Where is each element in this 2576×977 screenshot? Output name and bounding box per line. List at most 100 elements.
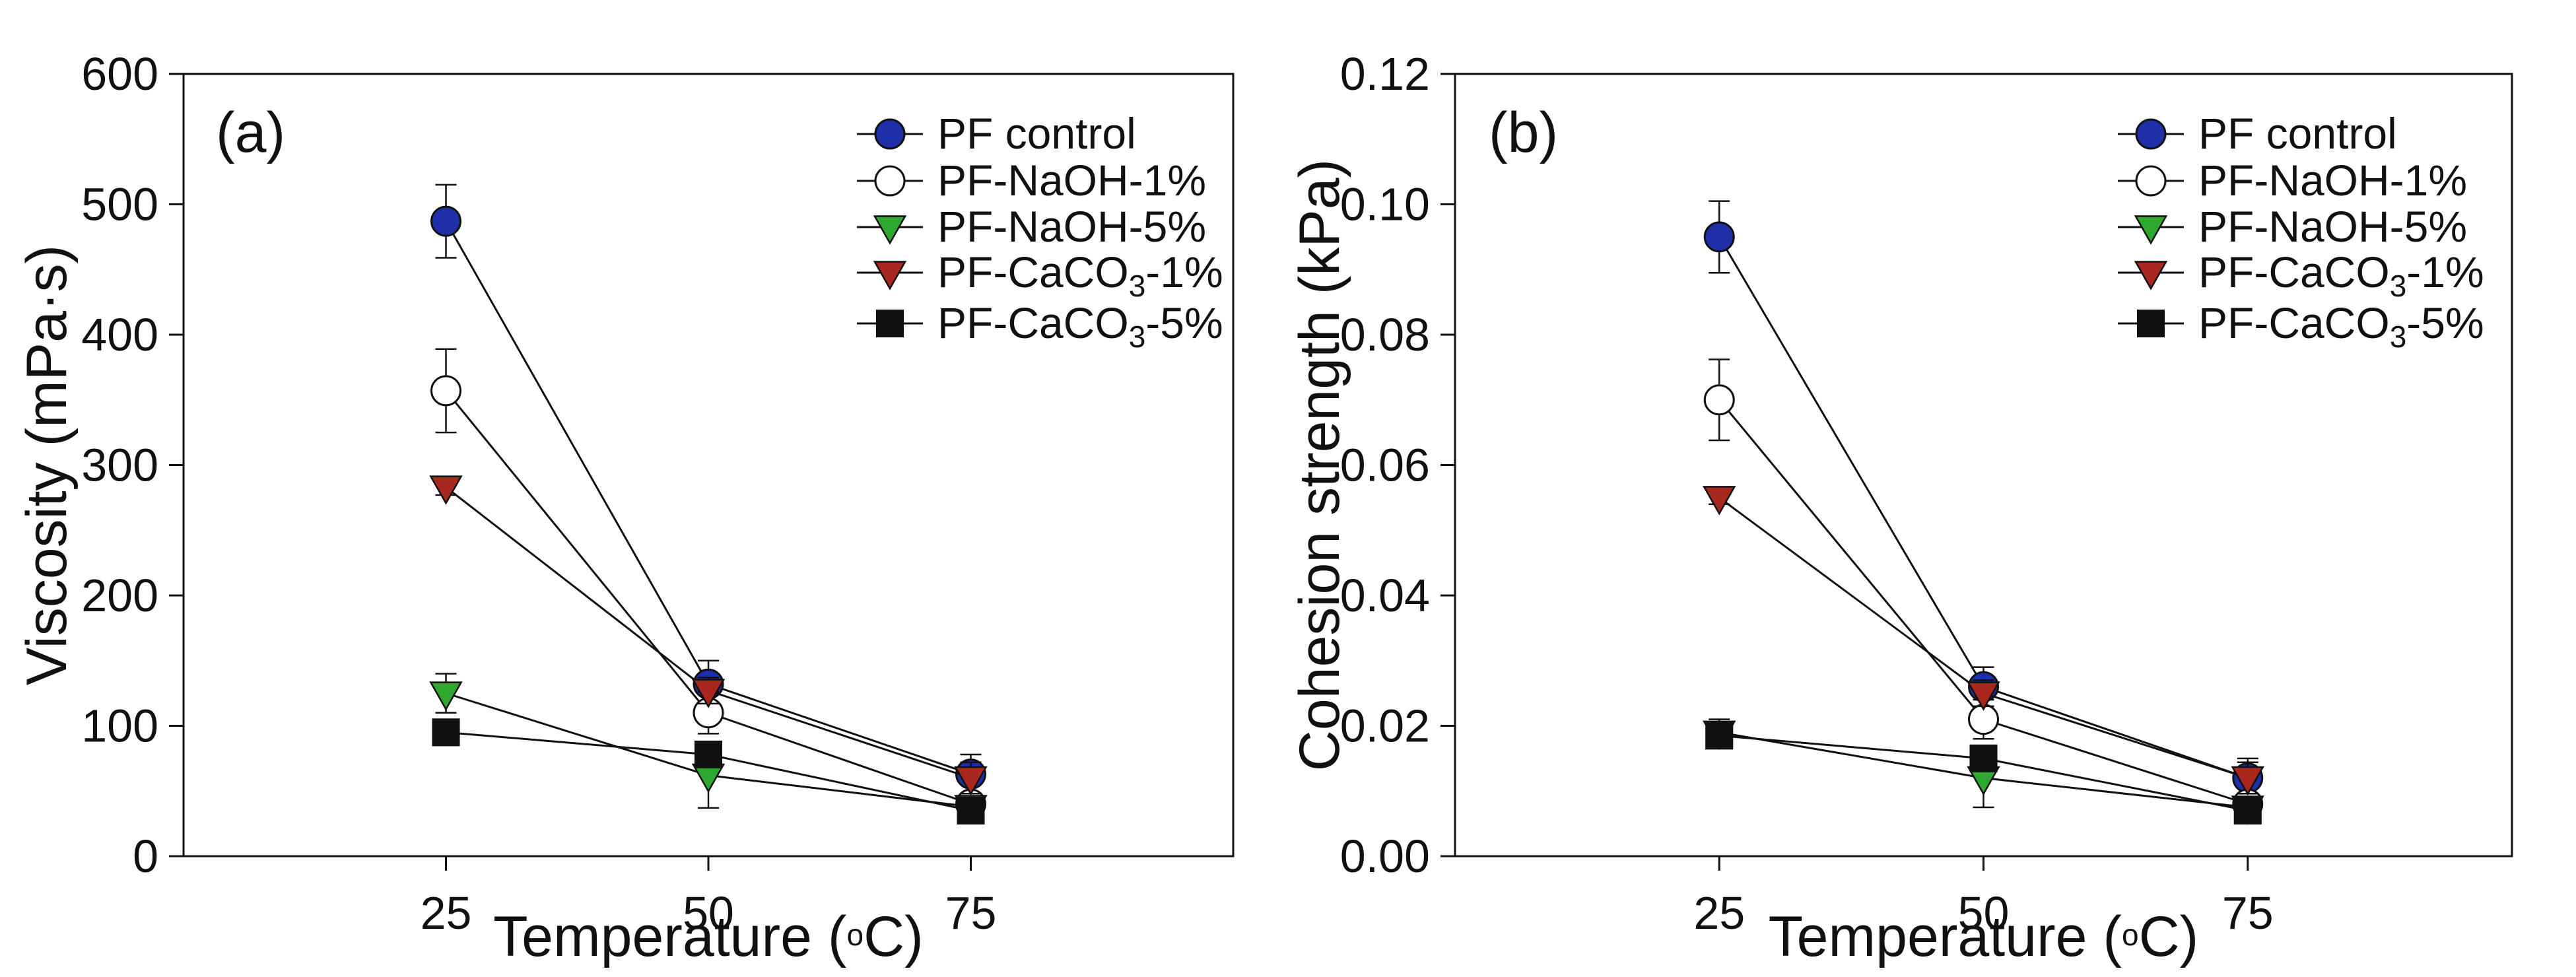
y-tick-label: 500 [81, 179, 158, 230]
legend-label-text: PF control [2198, 109, 2397, 158]
data-point [1967, 681, 2000, 711]
y-tick-label: 0.06 [1340, 440, 1430, 491]
panel-a: 0 100 200 300 400 500 600 25 50 75 Temperature (oC… [15, 48, 1235, 968]
y-tick-label: 400 [81, 309, 158, 360]
data-point [1705, 722, 1734, 750]
legend-item: PF-NaOH-5% [857, 202, 1206, 251]
data-point [694, 740, 723, 769]
x-axis-title-prefix: Temperature ( [493, 905, 847, 968]
data-point [430, 205, 461, 237]
y-tick-label: 0.08 [1340, 309, 1430, 360]
x-tick-label: 25 [421, 887, 472, 939]
legend-label-tail: -1% [2406, 248, 2484, 296]
y-tick-label: 300 [81, 440, 158, 491]
legend-item: PF-CaCO3-5% [857, 298, 1223, 354]
legend: PF controlPF-NaOH-1%PF-NaOH-5%PF-CaCO3-1… [857, 109, 1223, 354]
data-point [954, 766, 988, 796]
legend-marker [2135, 118, 2167, 150]
data-point [1703, 384, 1735, 416]
y-tick-label: 0.12 [1340, 48, 1430, 100]
legend-item: PF control [2118, 109, 2397, 158]
data-point [2233, 796, 2262, 825]
y-tick-label: 0.02 [1340, 700, 1430, 752]
x-axis-title-prefix: Temperature ( [1769, 905, 2122, 968]
legend-label: PF-NaOH-5% [2198, 202, 2467, 251]
legend-label-main: PF-CaCO [2198, 298, 2390, 347]
x-axis-title-suffix: C) [864, 905, 924, 968]
y-tick-label: 0 [133, 830, 158, 882]
legend-label-subscript: 3 [1129, 320, 1146, 354]
data-point [430, 375, 461, 407]
legend-label: PF-CaCO3-1% [2198, 248, 2484, 303]
x-axis-title: Temperature (oC) [493, 905, 924, 968]
legend-marker [873, 215, 907, 245]
legend-marker [873, 261, 907, 290]
x-tick-label: 75 [2222, 887, 2274, 939]
legend-marker [874, 165, 906, 197]
data-point [429, 475, 463, 505]
series-pf-caco3-5- [432, 718, 985, 825]
legend-label: PF-NaOH-1% [2198, 156, 2467, 205]
legend-label-text: PF-NaOH-1% [937, 156, 1206, 205]
legend-label: PF-CaCO3-1% [937, 248, 1223, 303]
x-axis-title-degree: o [2122, 918, 2139, 952]
legend-item: PF-CaCO3-5% [2118, 298, 2484, 354]
legend: PF controlPF-NaOH-1%PF-NaOH-5%PF-CaCO3-1… [2118, 109, 2484, 354]
y-tick-label: 0.10 [1340, 179, 1430, 230]
y-tick-label: 0.04 [1340, 570, 1430, 621]
legend-item: PF-CaCO3-1% [2118, 248, 2484, 303]
legend-item: PF-NaOH-1% [857, 156, 1206, 205]
legend-label-subscript: 3 [2390, 269, 2407, 303]
data-point [1969, 744, 1998, 772]
x-axis-title-degree: o [846, 918, 864, 952]
y-tick-label: 100 [81, 700, 158, 752]
legend-label-subscript: 3 [1129, 269, 1146, 303]
legend-marker [2135, 165, 2167, 197]
data-point [1703, 486, 1736, 516]
y-tick-label: 0.00 [1340, 830, 1430, 882]
y-axis-title: Viscosity (mPa·s) [15, 245, 79, 685]
y-tick-label: 200 [81, 570, 158, 621]
legend-label: PF-CaCO3-5% [937, 298, 1223, 354]
legend-marker [875, 309, 904, 338]
legend-label-tail: -1% [1145, 248, 1223, 296]
legend-label-tail: -5% [2406, 298, 2484, 347]
legend-label-subscript: 3 [2390, 320, 2407, 354]
legend-label: PF control [2198, 109, 2397, 158]
legend-label-text: PF-NaOH-1% [2198, 156, 2467, 205]
legend-label: PF-NaOH-5% [937, 202, 1206, 251]
x-tick-label: 50 [683, 887, 734, 939]
legend-label-text: PF-NaOH-5% [937, 202, 1206, 251]
legend-label: PF-CaCO3-5% [2198, 298, 2484, 354]
legend-item: PF-CaCO3-1% [857, 248, 1223, 303]
legend-marker [874, 118, 906, 150]
series-pf-caco3-1- [429, 475, 988, 796]
x-tick-label: 25 [1693, 887, 1745, 939]
panel-label: (a) [216, 101, 285, 164]
series-pf-caco3-5- [1705, 722, 2262, 825]
legend-label: PF-NaOH-1% [937, 156, 1206, 205]
legend-label-text: PF-NaOH-5% [2198, 202, 2467, 251]
legend-label-main: PF-CaCO [937, 248, 1129, 296]
data-point [2231, 766, 2264, 796]
legend-item: PF-NaOH-1% [2118, 156, 2467, 205]
legend-label-main: PF-CaCO [2198, 248, 2390, 296]
legend-label-text: PF control [937, 109, 1136, 158]
legend-item: PF control [857, 109, 1136, 158]
x-axis-title: Temperature (oC) [1769, 905, 2199, 968]
x-tick-label: 50 [1958, 887, 2010, 939]
data-point [957, 796, 985, 825]
data-point [691, 763, 726, 793]
data-point [429, 681, 463, 711]
x-tick-label: 75 [945, 887, 997, 939]
legend-marker [2134, 215, 2168, 245]
y-tick-label: 600 [81, 48, 158, 100]
legend-label-main: PF-CaCO [937, 298, 1129, 347]
legend-item: PF-NaOH-5% [2118, 202, 2467, 251]
legend-label: PF control [937, 109, 1136, 158]
legend-marker [2134, 261, 2168, 290]
panel-label: (b) [1489, 101, 1558, 164]
x-axis-title-suffix: C) [2139, 905, 2199, 968]
y-axis-title: Cohesion strength (kPa) [1288, 159, 1351, 771]
